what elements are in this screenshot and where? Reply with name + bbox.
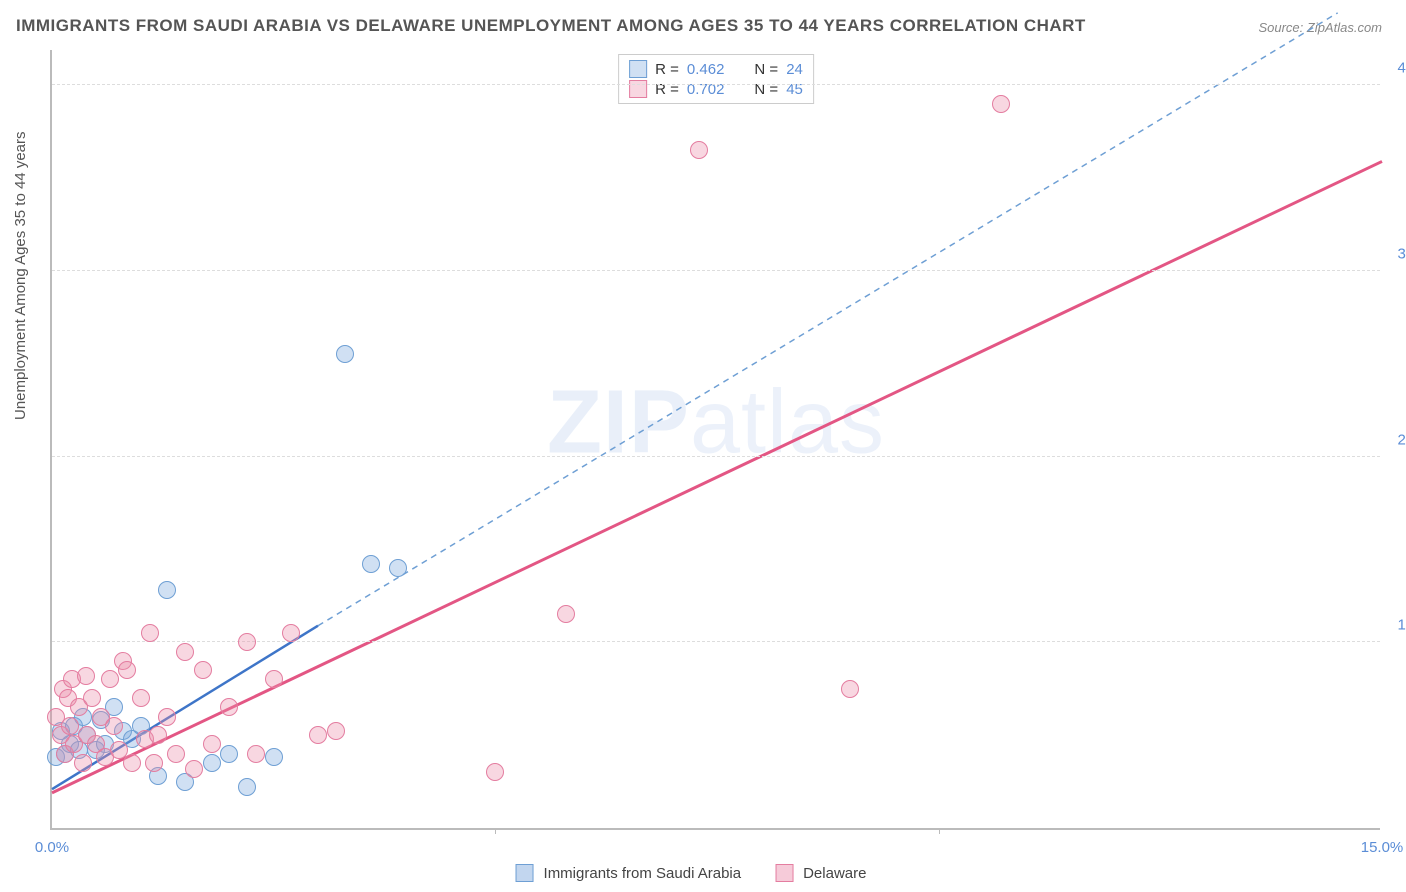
data-point bbox=[389, 559, 407, 577]
data-point bbox=[167, 745, 185, 763]
chart-title: IMMIGRANTS FROM SAUDI ARABIA VS DELAWARE… bbox=[16, 16, 1086, 36]
data-point bbox=[74, 754, 92, 772]
data-point bbox=[327, 722, 345, 740]
data-point bbox=[238, 633, 256, 651]
watermark-bold: ZIP bbox=[547, 373, 690, 473]
data-point bbox=[158, 581, 176, 599]
legend-n-label: N = bbox=[754, 81, 778, 98]
data-point bbox=[141, 624, 159, 642]
data-point bbox=[118, 661, 136, 679]
legend-r-label: R = bbox=[655, 61, 679, 78]
data-point bbox=[362, 555, 380, 573]
legend-r-label: R = bbox=[655, 81, 679, 98]
data-point bbox=[176, 643, 194, 661]
legend-stat-row: R = 0.462 N = 24 bbox=[629, 59, 803, 79]
legend-swatch bbox=[629, 80, 647, 98]
data-point bbox=[265, 748, 283, 766]
data-point bbox=[992, 95, 1010, 113]
legend-series: Immigrants from Saudi Arabia Delaware bbox=[516, 864, 891, 882]
data-point bbox=[123, 754, 141, 772]
data-point bbox=[61, 717, 79, 735]
data-point bbox=[101, 670, 119, 688]
legend-n-value: 24 bbox=[786, 61, 803, 78]
watermark: ZIPatlas bbox=[547, 372, 885, 475]
data-point bbox=[203, 735, 221, 753]
data-point bbox=[557, 605, 575, 623]
data-point bbox=[309, 726, 327, 744]
data-point bbox=[105, 717, 123, 735]
data-point bbox=[220, 698, 238, 716]
data-point bbox=[336, 345, 354, 363]
x-tick-mark bbox=[939, 828, 940, 834]
x-tick-mark bbox=[495, 828, 496, 834]
legend-n-label: N = bbox=[754, 61, 778, 78]
grid-line bbox=[52, 270, 1380, 271]
legend-stats: R = 0.462 N = 24 R = 0.702 N = 45 bbox=[618, 54, 814, 104]
data-point bbox=[194, 661, 212, 679]
data-point bbox=[282, 624, 300, 642]
legend-r-value: 0.702 bbox=[687, 81, 725, 98]
data-point bbox=[158, 708, 176, 726]
legend-swatch bbox=[775, 864, 793, 882]
grid-line bbox=[52, 456, 1380, 457]
y-axis-label: Unemployment Among Ages 35 to 44 years bbox=[12, 131, 29, 420]
data-point bbox=[83, 689, 101, 707]
watermark-thin: atlas bbox=[690, 373, 885, 473]
data-point bbox=[132, 689, 150, 707]
plot-area: ZIPatlas R = 0.462N = 24R = 0.702N = 45 … bbox=[50, 50, 1380, 830]
legend-swatch bbox=[516, 864, 534, 882]
data-point bbox=[265, 670, 283, 688]
legend-series-label: Immigrants from Saudi Arabia bbox=[544, 865, 742, 882]
data-point bbox=[238, 778, 256, 796]
data-point bbox=[486, 763, 504, 781]
data-point bbox=[220, 745, 238, 763]
y-tick-label: 30.0% bbox=[1385, 245, 1406, 262]
grid-line bbox=[52, 84, 1380, 85]
data-point bbox=[203, 754, 221, 772]
data-point bbox=[841, 680, 859, 698]
x-tick-label: 15.0% bbox=[1361, 839, 1404, 856]
x-tick-label: 0.0% bbox=[35, 839, 69, 856]
legend-series-label: Delaware bbox=[803, 865, 866, 882]
trend-line-extension bbox=[318, 13, 1338, 626]
data-point bbox=[185, 760, 203, 778]
legend-r-value: 0.462 bbox=[687, 61, 725, 78]
legend-stat-row: R = 0.702 N = 45 bbox=[629, 79, 803, 99]
data-point bbox=[145, 754, 163, 772]
y-tick-label: 10.0% bbox=[1385, 617, 1406, 634]
legend-n-value: 45 bbox=[786, 81, 803, 98]
data-point bbox=[149, 726, 167, 744]
source-attribution: Source: ZipAtlas.com bbox=[1258, 20, 1382, 35]
y-tick-label: 40.0% bbox=[1385, 60, 1406, 77]
legend-swatch bbox=[629, 60, 647, 78]
trend-lines-layer bbox=[52, 50, 1380, 828]
data-point bbox=[690, 141, 708, 159]
data-point bbox=[247, 745, 265, 763]
trend-line bbox=[52, 161, 1382, 792]
y-tick-label: 20.0% bbox=[1385, 431, 1406, 448]
data-point bbox=[77, 667, 95, 685]
